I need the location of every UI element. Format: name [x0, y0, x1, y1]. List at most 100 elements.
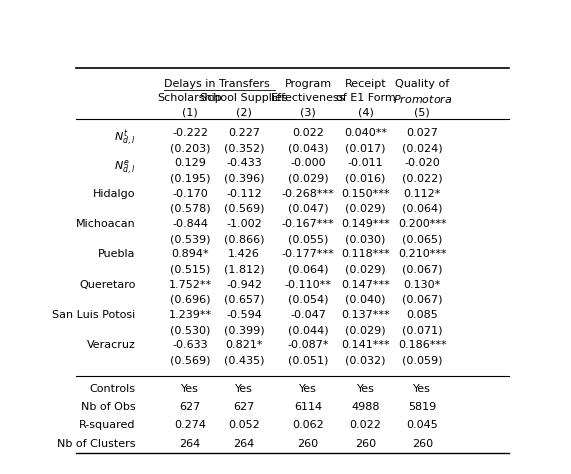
Text: 0.137***: 0.137***: [341, 310, 390, 320]
Text: (0.530): (0.530): [170, 325, 210, 335]
Text: (0.022): (0.022): [402, 173, 443, 183]
Text: (0.030): (0.030): [345, 234, 386, 244]
Text: 0.112*: 0.112*: [404, 189, 441, 199]
Text: Receipt: Receipt: [345, 79, 387, 89]
Text: -0.633: -0.633: [172, 340, 208, 350]
Text: (0.569): (0.569): [170, 356, 210, 365]
Text: R-squared: R-squared: [79, 420, 135, 430]
Text: (0.029): (0.029): [288, 173, 328, 183]
Text: Yes: Yes: [299, 384, 317, 394]
Text: 1.426: 1.426: [228, 249, 260, 259]
Text: Scholarship: Scholarship: [158, 93, 222, 103]
Text: -0.167***: -0.167***: [282, 219, 335, 229]
Text: 627: 627: [179, 402, 200, 412]
Text: Michoacan: Michoacan: [76, 219, 135, 229]
Text: School Supplies: School Supplies: [200, 93, 288, 103]
Text: 264: 264: [234, 438, 255, 449]
Text: (2): (2): [236, 108, 252, 118]
Text: (4): (4): [357, 108, 373, 118]
Text: 0.085: 0.085: [407, 310, 438, 320]
Text: (0.064): (0.064): [402, 204, 443, 214]
Text: Controls: Controls: [90, 384, 135, 394]
Text: 0.821*: 0.821*: [225, 340, 263, 350]
Text: Yes: Yes: [181, 384, 199, 394]
Text: 0.186***: 0.186***: [398, 340, 447, 350]
Text: -0.177***: -0.177***: [282, 249, 335, 259]
Text: (0.203): (0.203): [170, 143, 210, 154]
Text: Veracruz: Veracruz: [87, 340, 135, 350]
Text: (0.696): (0.696): [170, 295, 210, 305]
Text: Hidalgo: Hidalgo: [93, 189, 135, 199]
Text: (0.029): (0.029): [345, 325, 386, 335]
Text: (0.435): (0.435): [224, 356, 264, 365]
Text: 1.239**: 1.239**: [168, 310, 211, 320]
Text: (0.024): (0.024): [402, 143, 443, 154]
Text: Nb of Obs: Nb of Obs: [81, 402, 135, 412]
Text: -0.268***: -0.268***: [282, 189, 335, 199]
Text: 0.894*: 0.894*: [171, 249, 209, 259]
Text: (0.352): (0.352): [224, 143, 264, 154]
Text: -0.170: -0.170: [172, 189, 208, 199]
Text: (0.029): (0.029): [345, 204, 386, 214]
Text: (1): (1): [182, 108, 198, 118]
Text: 260: 260: [412, 438, 433, 449]
Text: (0.569): (0.569): [224, 204, 264, 214]
Text: Yes: Yes: [235, 384, 253, 394]
Text: 0.040**: 0.040**: [344, 128, 387, 138]
Text: (0.043): (0.043): [288, 143, 328, 154]
Text: 260: 260: [355, 438, 376, 449]
Text: Queretaro: Queretaro: [79, 280, 135, 290]
Text: Quality of: Quality of: [395, 79, 449, 89]
Text: 0.150***: 0.150***: [341, 189, 390, 199]
Text: (5): (5): [415, 108, 430, 118]
Text: 0.130*: 0.130*: [404, 280, 441, 290]
Text: 0.147***: 0.147***: [341, 280, 390, 290]
Text: 0.045: 0.045: [407, 420, 438, 430]
Text: 0.141***: 0.141***: [341, 340, 390, 350]
Text: (0.064): (0.064): [288, 264, 328, 274]
Text: (0.399): (0.399): [224, 325, 264, 335]
Text: Nb of Clusters: Nb of Clusters: [57, 438, 135, 449]
Text: 0.129: 0.129: [174, 158, 206, 168]
Text: 0.027: 0.027: [407, 128, 438, 138]
Text: (0.195): (0.195): [170, 173, 210, 183]
Text: of E1 Form: of E1 Form: [336, 93, 396, 103]
Text: -0.047: -0.047: [290, 310, 326, 320]
Text: (0.071): (0.071): [402, 325, 443, 335]
Text: (0.866): (0.866): [224, 234, 264, 244]
Text: (0.067): (0.067): [402, 264, 443, 274]
Text: 4988: 4988: [351, 402, 380, 412]
Text: 0.274: 0.274: [174, 420, 206, 430]
Text: 0.052: 0.052: [228, 420, 260, 430]
Text: -0.594: -0.594: [226, 310, 262, 320]
Text: (0.016): (0.016): [345, 173, 386, 183]
Text: -0.844: -0.844: [172, 219, 208, 229]
Text: Yes: Yes: [357, 384, 375, 394]
Text: 264: 264: [179, 438, 200, 449]
Text: 0.118***: 0.118***: [341, 249, 390, 259]
Text: 0.062: 0.062: [292, 420, 324, 430]
Text: (0.059): (0.059): [402, 356, 443, 365]
Text: (0.054): (0.054): [288, 295, 328, 305]
Text: (3): (3): [300, 108, 316, 118]
Text: -1.002: -1.002: [226, 219, 262, 229]
Text: -0.087*: -0.087*: [287, 340, 329, 350]
Text: -0.020: -0.020: [404, 158, 440, 168]
Text: $N^{t}_{d,l}$: $N^{t}_{d,l}$: [114, 128, 135, 148]
Text: 0.227: 0.227: [228, 128, 260, 138]
Text: (0.032): (0.032): [345, 356, 386, 365]
Text: (0.065): (0.065): [402, 234, 443, 244]
Text: (0.067): (0.067): [402, 295, 443, 305]
Text: San Luis Potosi: San Luis Potosi: [53, 310, 135, 320]
Text: (0.539): (0.539): [170, 234, 210, 244]
Text: 1.752**: 1.752**: [168, 280, 211, 290]
Text: (0.029): (0.029): [345, 264, 386, 274]
Text: $N^{e}_{d,l}$: $N^{e}_{d,l}$: [114, 158, 135, 177]
Text: (0.055): (0.055): [288, 234, 328, 244]
Text: (1.812): (1.812): [224, 264, 264, 274]
Text: -0.112: -0.112: [226, 189, 262, 199]
Text: -0.942: -0.942: [226, 280, 262, 290]
Text: -0.110**: -0.110**: [285, 280, 332, 290]
Text: (0.040): (0.040): [345, 295, 386, 305]
Text: (0.396): (0.396): [224, 173, 264, 183]
